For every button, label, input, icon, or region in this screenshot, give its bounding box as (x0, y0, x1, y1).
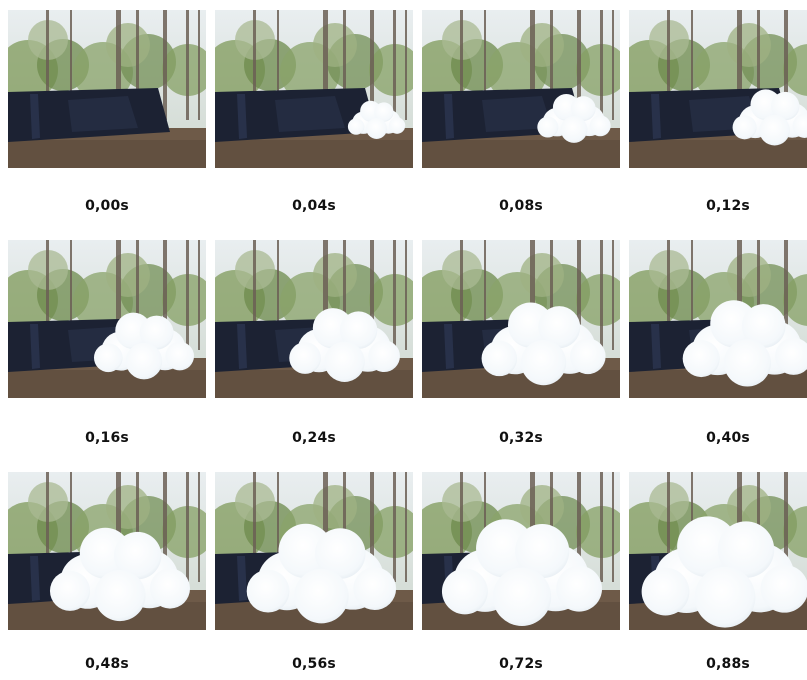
smoke-scene-photo (422, 240, 620, 398)
photo-frame (629, 472, 807, 630)
photo-frame (215, 10, 413, 168)
photo-frame (422, 472, 620, 630)
photo-frame (629, 10, 807, 168)
photo-frame (422, 10, 620, 168)
photo-frame (8, 472, 206, 630)
smoke-scene-photo (422, 10, 620, 168)
smoke-scene-photo (8, 240, 206, 398)
time-label: 0,24s (292, 430, 336, 446)
smoke-scene-photo (629, 10, 807, 168)
smoke-scene-photo (422, 472, 620, 630)
time-label: 0,32s (499, 430, 543, 446)
photo-frame (215, 472, 413, 630)
photo-frame (215, 240, 413, 398)
time-label: 0,04s (292, 198, 336, 214)
time-label: 0,00s (85, 198, 129, 214)
time-label: 0,40s (706, 430, 750, 446)
smoke-scene-photo (215, 472, 413, 630)
smoke-scene-photo (8, 10, 206, 168)
time-label: 0,88s (706, 656, 750, 672)
smoke-scene-photo (629, 472, 807, 630)
time-label: 0,16s (85, 430, 129, 446)
smoke-scene-photo (629, 240, 807, 398)
smoke-scene-photo (8, 472, 206, 630)
photo-frame (8, 240, 206, 398)
time-label: 0,12s (706, 198, 750, 214)
time-label: 0,08s (499, 198, 543, 214)
time-label: 0,48s (85, 656, 129, 672)
photo-frame (8, 10, 206, 168)
time-label: 0,56s (292, 656, 336, 672)
photo-frame (422, 240, 620, 398)
smoke-scene-photo (215, 240, 413, 398)
photo-frame (629, 240, 807, 398)
smoke-scene-photo (215, 10, 413, 168)
time-label: 0,72s (499, 656, 543, 672)
